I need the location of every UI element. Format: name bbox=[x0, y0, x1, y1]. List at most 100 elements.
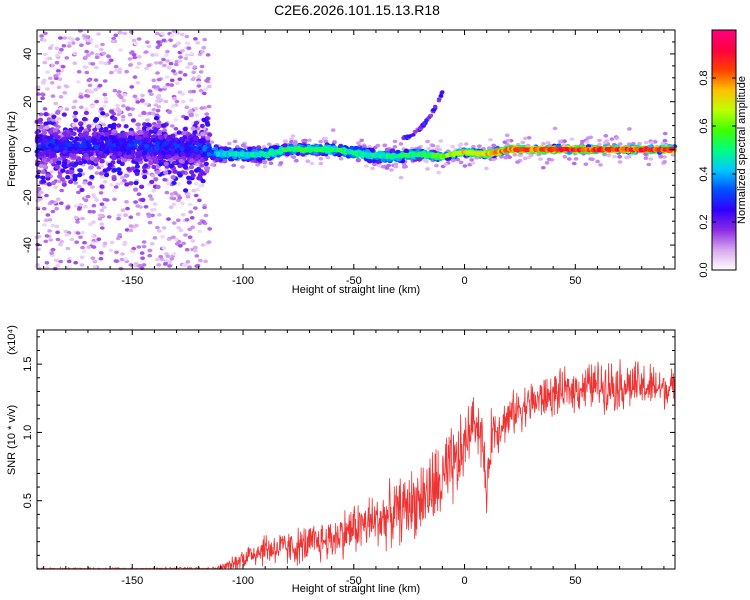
heatmap-cell bbox=[52, 132, 59, 137]
heatmap-cell bbox=[62, 36, 68, 40]
heatmap-cell bbox=[167, 259, 173, 264]
heatmap-cell bbox=[99, 202, 105, 206]
heatmap-cell bbox=[117, 138, 123, 143]
heatmap-cell bbox=[71, 131, 77, 136]
heatmap-cell bbox=[185, 41, 190, 46]
heatmap-cell bbox=[87, 209, 93, 214]
heatmap-cell bbox=[178, 244, 183, 248]
heatmap-cell bbox=[110, 39, 116, 44]
heatmap-cell bbox=[162, 63, 167, 68]
heatmap-cell bbox=[53, 185, 58, 190]
heatmap-cell bbox=[87, 83, 93, 88]
heatmap-cell bbox=[49, 170, 54, 174]
heatmap-cell bbox=[99, 208, 105, 213]
heatmap-cell bbox=[318, 139, 324, 144]
heatmap-cell bbox=[186, 180, 192, 185]
heatmap-cell bbox=[289, 140, 294, 144]
heatmap-cell bbox=[37, 134, 43, 139]
heatmap-cell bbox=[49, 251, 55, 255]
heatmap-cell bbox=[78, 121, 84, 126]
heatmap-cell bbox=[136, 55, 142, 59]
heatmap-cell bbox=[200, 137, 206, 143]
heatmap-cell bbox=[183, 263, 189, 267]
heatmap-cell bbox=[375, 159, 381, 164]
heatmap-cell bbox=[61, 112, 67, 117]
heatmap-cell bbox=[134, 164, 140, 169]
heatmap-cell bbox=[156, 77, 162, 82]
heatmap-cell bbox=[177, 59, 183, 63]
heatmap-cell bbox=[154, 257, 160, 262]
heatmap-cell bbox=[67, 41, 73, 45]
heatmap-cell bbox=[140, 256, 146, 261]
heatmap-cell bbox=[177, 77, 183, 81]
heatmap-cell bbox=[156, 94, 162, 98]
heatmap-cell bbox=[50, 247, 56, 252]
heatmap-cell bbox=[94, 198, 100, 202]
heatmap-cell bbox=[175, 31, 180, 35]
heatmap-cell bbox=[443, 162, 448, 167]
heatmap-cell bbox=[151, 122, 157, 126]
heatmap-cell bbox=[78, 105, 84, 110]
heatmap-cell bbox=[197, 229, 203, 234]
heatmap-cell bbox=[54, 164, 61, 170]
heatmap-cell bbox=[504, 133, 510, 138]
heatmap-cell bbox=[93, 65, 99, 70]
heatmap-cell bbox=[79, 255, 85, 260]
heatmap-cell bbox=[45, 213, 51, 217]
heatmap-cell bbox=[97, 213, 103, 218]
heatmap-cell bbox=[603, 134, 609, 138]
heatmap-cell bbox=[111, 129, 117, 134]
heatmap-cell bbox=[47, 56, 53, 61]
heatmap-cell bbox=[104, 198, 110, 202]
heatmap-cell bbox=[139, 184, 145, 189]
heatmap-cell bbox=[138, 130, 144, 135]
heatmap-cell bbox=[426, 146, 432, 151]
heatmap-cell bbox=[643, 152, 648, 156]
heatmap-cell bbox=[141, 110, 147, 116]
heatmap-cell bbox=[46, 182, 52, 187]
heatmap-cell bbox=[103, 100, 109, 104]
heatmap-cell bbox=[87, 151, 94, 156]
heatmap-cell bbox=[670, 146, 676, 152]
heatmap-cell bbox=[100, 111, 106, 116]
heatmap-cell bbox=[435, 144, 441, 149]
heatmap-cell bbox=[90, 256, 96, 261]
heatmap-cell bbox=[73, 118, 79, 123]
heatmap-cell bbox=[171, 221, 177, 225]
heatmap-cell bbox=[173, 117, 179, 122]
heatmap-cell bbox=[130, 149, 136, 155]
heatmap-cell bbox=[81, 249, 87, 254]
heatmap-cell bbox=[162, 262, 168, 266]
heatmap-cell bbox=[193, 206, 198, 210]
heatmap-cell bbox=[231, 163, 237, 168]
heatmap-cell bbox=[151, 107, 157, 112]
heatmap-cell bbox=[122, 93, 128, 97]
heatmap-cell bbox=[86, 78, 92, 83]
heatmap-cell bbox=[98, 47, 104, 52]
heatmap-cell bbox=[154, 31, 160, 36]
heatmap-cell bbox=[111, 188, 117, 193]
heatmap-cell bbox=[170, 104, 176, 108]
heatmap-cell bbox=[54, 206, 59, 211]
heatmap-cell bbox=[290, 134, 296, 138]
heatmap-cell bbox=[157, 43, 163, 47]
heatmap-cell bbox=[42, 138, 48, 143]
heatmap-cell bbox=[407, 134, 412, 139]
heatmap-cell bbox=[130, 249, 135, 254]
heatmap-cell bbox=[143, 133, 149, 139]
heatmap-cell bbox=[158, 98, 164, 102]
heatmap-cell bbox=[207, 132, 213, 137]
heatmap-cell bbox=[370, 166, 375, 171]
heatmap-cell bbox=[137, 135, 143, 141]
heatmap-cell bbox=[89, 51, 95, 55]
heatmap-cell bbox=[207, 227, 213, 231]
heatmap-cell bbox=[134, 97, 140, 101]
heatmap-cell bbox=[99, 175, 105, 179]
heatmap-cell bbox=[88, 222, 93, 227]
heatmap-cell bbox=[232, 139, 238, 144]
heatmap-cell bbox=[58, 201, 64, 205]
heatmap-cell bbox=[121, 104, 126, 108]
heatmap-cell bbox=[143, 205, 149, 209]
heatmap-cell bbox=[189, 170, 195, 175]
heatmap-cell bbox=[202, 144, 208, 150]
